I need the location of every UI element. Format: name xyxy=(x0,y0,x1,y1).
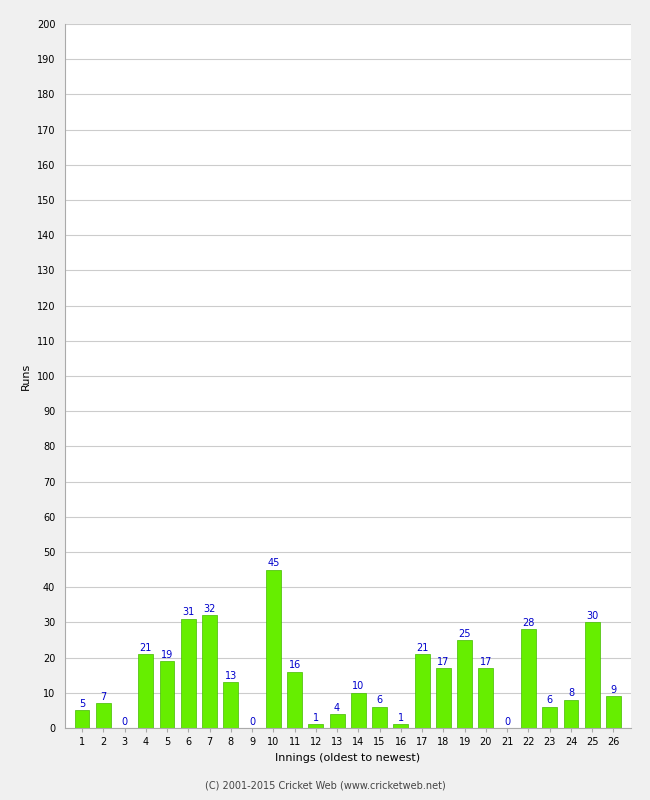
Bar xyxy=(478,668,493,728)
Text: 0: 0 xyxy=(504,717,510,726)
Bar xyxy=(436,668,451,728)
Text: 0: 0 xyxy=(122,717,127,726)
Text: 0: 0 xyxy=(249,717,255,726)
Text: 25: 25 xyxy=(458,629,471,638)
Bar xyxy=(287,672,302,728)
Text: 17: 17 xyxy=(480,657,492,666)
Bar xyxy=(393,725,408,728)
Bar xyxy=(351,693,366,728)
Text: 16: 16 xyxy=(289,660,301,670)
Bar xyxy=(160,661,174,728)
Text: (C) 2001-2015 Cricket Web (www.cricketweb.net): (C) 2001-2015 Cricket Web (www.cricketwe… xyxy=(205,781,445,790)
Bar xyxy=(415,654,430,728)
Y-axis label: Runs: Runs xyxy=(21,362,31,390)
Text: 32: 32 xyxy=(203,604,216,614)
Bar xyxy=(308,725,323,728)
Text: 45: 45 xyxy=(267,558,280,568)
Text: 21: 21 xyxy=(140,642,152,653)
Bar xyxy=(330,714,344,728)
Bar xyxy=(202,615,217,728)
Text: 6: 6 xyxy=(547,695,552,706)
Text: 9: 9 xyxy=(610,685,617,695)
Bar xyxy=(457,640,472,728)
Text: 13: 13 xyxy=(225,671,237,681)
Text: 8: 8 xyxy=(568,689,574,698)
Bar xyxy=(372,707,387,728)
Bar xyxy=(224,682,239,728)
Text: 1: 1 xyxy=(313,713,319,723)
Text: 5: 5 xyxy=(79,699,85,709)
Text: 10: 10 xyxy=(352,682,365,691)
Bar xyxy=(542,707,557,728)
Text: 28: 28 xyxy=(522,618,535,628)
Bar xyxy=(75,710,90,728)
Bar xyxy=(564,700,578,728)
Text: 17: 17 xyxy=(437,657,450,666)
Bar xyxy=(585,622,600,728)
Text: 30: 30 xyxy=(586,611,599,621)
Text: 19: 19 xyxy=(161,650,173,660)
Bar xyxy=(181,619,196,728)
Bar xyxy=(606,696,621,728)
Text: 31: 31 xyxy=(182,607,194,618)
Text: 4: 4 xyxy=(334,702,340,713)
Text: 7: 7 xyxy=(100,692,107,702)
Text: 21: 21 xyxy=(416,642,428,653)
Bar xyxy=(266,570,281,728)
X-axis label: Innings (oldest to newest): Innings (oldest to newest) xyxy=(275,753,421,762)
Bar xyxy=(96,703,111,728)
Text: 1: 1 xyxy=(398,713,404,723)
Text: 6: 6 xyxy=(376,695,383,706)
Bar xyxy=(521,630,536,728)
Bar xyxy=(138,654,153,728)
